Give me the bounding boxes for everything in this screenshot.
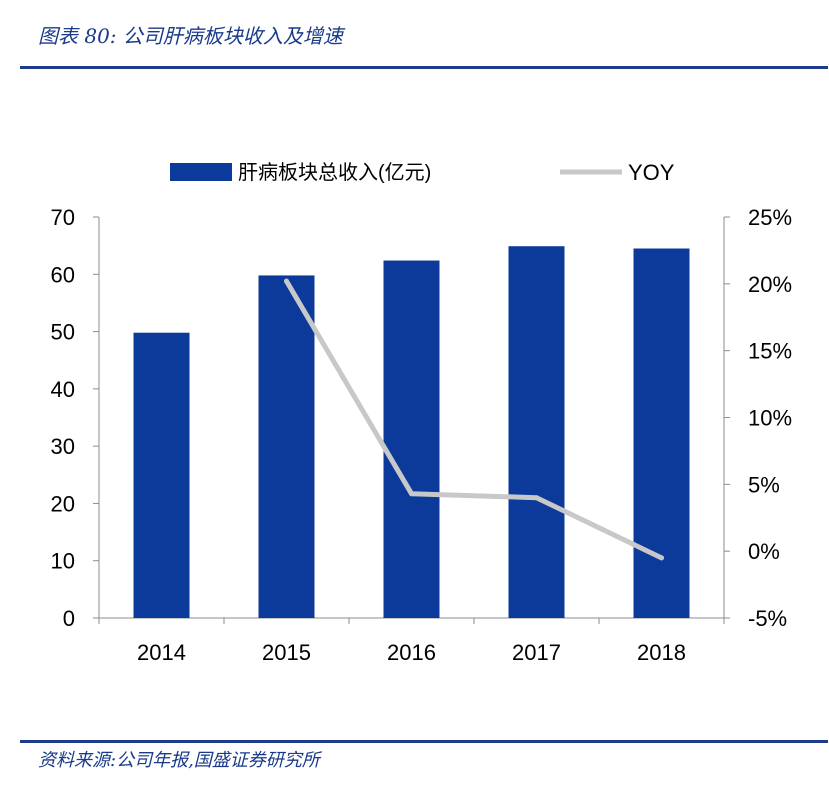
y-left-tick-label: 0 — [63, 606, 75, 631]
legend: 肝病板块总收入(亿元) YOY — [170, 160, 675, 185]
x-tick-label: 2016 — [387, 640, 436, 665]
y-right-tick-label: 25% — [748, 205, 792, 230]
y-right-tick-label: 5% — [748, 472, 780, 497]
chart: 肝病板块总收入(亿元) YOY 0 10 20 30 40 50 60 70 -5% 0% 5% 10… — [51, 160, 793, 665]
yoy-point — [659, 555, 664, 561]
axes: 0 10 20 30 40 50 60 70 -5% 0% 5% 10% 15% 20% 25% 2014 20… — [51, 205, 793, 665]
y-left-tick-label: 50 — [51, 320, 75, 345]
bar — [383, 260, 440, 618]
x-tick-label: 2015 — [262, 640, 311, 665]
bar — [258, 275, 315, 618]
y-right-tick-label: -5% — [748, 606, 787, 631]
yoy-line — [284, 278, 664, 561]
x-tick-label: 2014 — [137, 640, 186, 665]
legend-swatch-bar — [170, 163, 232, 181]
y-right-tick-label: 15% — [748, 339, 792, 364]
yoy-point — [534, 495, 539, 501]
yoy-point — [284, 278, 289, 284]
y-right-tick-label: 0% — [748, 539, 780, 564]
bar — [133, 332, 190, 618]
y-left-tick-label: 30 — [51, 434, 75, 459]
x-tick-label: 2018 — [637, 640, 686, 665]
figure-caption: 图表 80: 公司肝病板块收入及增速 — [38, 24, 343, 48]
source-note: 资料来源:公司年报,国盛证券研究所 — [38, 750, 320, 771]
top-divider — [20, 66, 828, 69]
x-tick-label: 2017 — [512, 640, 561, 665]
bar — [508, 246, 565, 619]
y-right-tick-label: 10% — [748, 406, 792, 431]
bar — [633, 248, 690, 618]
bar-series — [133, 246, 690, 619]
yoy-point — [409, 491, 414, 497]
line-series — [284, 278, 664, 561]
legend-label-line: YOY — [628, 160, 675, 185]
y-left-tick-label: 70 — [51, 205, 75, 230]
y-left-tick-label: 40 — [51, 377, 75, 402]
y-left-tick-label: 20 — [51, 491, 75, 516]
y-right-tick-label: 20% — [748, 272, 792, 297]
bottom-divider — [20, 740, 828, 743]
y-left-tick-label: 10 — [51, 549, 75, 574]
legend-label-bar: 肝病板块总收入(亿元) — [238, 161, 431, 184]
y-left-tick-label: 60 — [51, 262, 75, 287]
